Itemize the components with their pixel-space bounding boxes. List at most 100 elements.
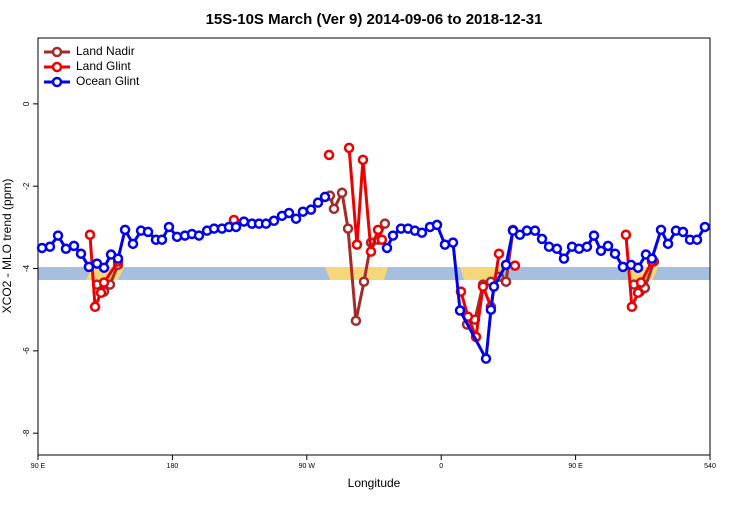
data-point xyxy=(83,261,95,273)
x-axis-label: Longitude xyxy=(348,476,401,490)
data-point xyxy=(646,253,658,264)
data-point xyxy=(691,234,703,245)
data-point xyxy=(343,142,355,154)
y-axis-label: XCO2 - MLO trend (ppm) xyxy=(0,179,14,314)
data-point xyxy=(488,281,500,292)
data-point xyxy=(529,225,541,236)
data-point xyxy=(480,353,492,364)
land-band xyxy=(460,267,504,280)
series xyxy=(91,187,660,330)
legend-label: Land Nadir xyxy=(76,44,135,58)
y-tick-label: -8 xyxy=(22,429,31,437)
data-point xyxy=(230,221,242,233)
data-point xyxy=(558,253,570,264)
data-point xyxy=(328,203,340,215)
data-point xyxy=(447,237,459,248)
data-point xyxy=(617,261,629,273)
data-point xyxy=(44,241,56,252)
data-point xyxy=(357,154,369,166)
x-tick-label: 90 E xyxy=(568,463,583,470)
data-point xyxy=(163,221,175,233)
data-point xyxy=(89,301,101,313)
data-point xyxy=(268,215,280,227)
data-point xyxy=(500,276,512,287)
data-point xyxy=(387,230,399,241)
data-point xyxy=(551,243,563,255)
data-point xyxy=(626,301,638,313)
data-point xyxy=(312,197,324,208)
data-point xyxy=(381,242,393,254)
x-tick-label: 540 xyxy=(704,463,716,470)
data-point xyxy=(677,226,689,238)
legend-label: Ocean Glint xyxy=(76,74,140,88)
data-point xyxy=(581,241,593,252)
x-tick-label: 0 xyxy=(439,463,443,470)
y-tick-label: -6 xyxy=(22,347,31,355)
data-point xyxy=(290,213,302,224)
data-point xyxy=(350,315,362,327)
data-point xyxy=(336,187,348,199)
land-band xyxy=(325,267,388,280)
x-tick-label: 90 W xyxy=(299,463,316,470)
data-point xyxy=(171,231,183,243)
chart-title: 15S-10S March (Ver 9) 2014-09-06 to 2018… xyxy=(206,11,543,28)
x-tick-label: 90 E xyxy=(31,463,46,470)
data-point xyxy=(156,234,168,245)
data-point xyxy=(635,277,647,288)
data-point xyxy=(358,276,370,287)
data-point xyxy=(379,218,391,229)
data-point xyxy=(238,216,250,227)
data-point xyxy=(632,262,644,273)
data-point xyxy=(84,229,96,241)
data-point xyxy=(127,238,139,250)
data-point xyxy=(372,224,384,236)
legend-marker xyxy=(51,46,63,58)
data-point xyxy=(319,191,331,203)
data-point xyxy=(283,207,295,219)
data-point xyxy=(342,223,354,234)
data-point xyxy=(509,260,521,271)
data-point xyxy=(454,305,466,316)
data-point xyxy=(75,248,87,259)
legend-marker xyxy=(51,61,63,73)
y-tick-label: -2 xyxy=(22,182,31,190)
data-point xyxy=(305,204,317,215)
data-point xyxy=(493,248,505,259)
data-point xyxy=(376,234,388,245)
series xyxy=(84,142,658,343)
series-line xyxy=(88,147,654,339)
data-point xyxy=(609,248,621,259)
data-point xyxy=(119,224,131,236)
data-point xyxy=(365,246,377,257)
data-point xyxy=(588,230,600,241)
data-point xyxy=(351,239,363,250)
data-point xyxy=(602,240,614,252)
data-point xyxy=(68,240,80,252)
data-point xyxy=(536,233,548,245)
data-point xyxy=(323,149,335,161)
data-point xyxy=(98,262,110,273)
data-point xyxy=(142,226,154,238)
data-point xyxy=(662,238,674,250)
data-point xyxy=(500,259,512,271)
data-point xyxy=(595,245,607,257)
data-point xyxy=(521,225,533,236)
data-point xyxy=(416,227,428,238)
legend-marker xyxy=(51,76,63,88)
data-point xyxy=(95,287,107,299)
data-point xyxy=(655,224,667,236)
data-point xyxy=(699,221,711,233)
y-tick-label: -4 xyxy=(22,264,31,272)
legend-label: Land Glint xyxy=(76,59,131,73)
data-point xyxy=(193,230,205,241)
data-point xyxy=(477,281,489,292)
data-point xyxy=(297,206,309,217)
x-tick-label: 180 xyxy=(167,463,179,470)
land-ocean-strip xyxy=(38,267,710,280)
data-point xyxy=(36,242,48,254)
data-point xyxy=(52,230,64,241)
data-point xyxy=(98,277,110,288)
data-point xyxy=(112,253,124,264)
data-point xyxy=(485,304,497,315)
